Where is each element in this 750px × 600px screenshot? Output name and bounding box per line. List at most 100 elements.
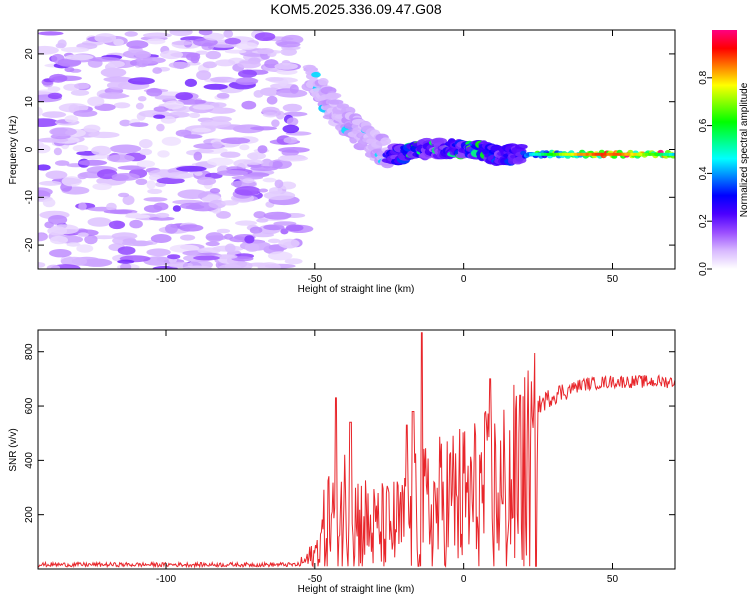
- spectrogram-noise-blob: [142, 32, 172, 39]
- spectrogram-noise-blob: [120, 263, 132, 269]
- snr-frame: [37, 329, 676, 570]
- spectrogram-noise-blob: [103, 76, 134, 83]
- spectrogram-core-cell: [603, 152, 607, 156]
- spectrogram-core-cell: [624, 152, 628, 156]
- spectrogram-x-tick-label: -50: [308, 274, 323, 285]
- spectrogram-noise-blob: [224, 243, 236, 253]
- spectrogram-noise-blob: [73, 109, 98, 117]
- spectrogram-core-cell: [606, 152, 610, 156]
- spectrogram-noise-blob: [88, 131, 120, 139]
- spectrogram-noise-blob: [129, 122, 149, 127]
- spectrogram-noise-blob: [50, 224, 79, 235]
- spectrogram-core-cell: [621, 152, 625, 156]
- spectrogram-noise-blob: [216, 211, 231, 219]
- spectrogram-noise-blob: [179, 224, 204, 232]
- spectrogram-noise-blob: [109, 144, 142, 154]
- spectrogram-noise-blob: [263, 224, 285, 231]
- spectrogram-noise-blob: [177, 189, 208, 199]
- spectrogram-ridge-cell: [431, 137, 448, 145]
- colorbar-tick-label: 0.0: [698, 262, 709, 276]
- spectrogram-noise-blob: [203, 83, 228, 90]
- spectrogram-noise-blob: [135, 56, 166, 64]
- spectrogram-ridge-cell: [317, 78, 329, 86]
- spectrogram-core-cell: [597, 152, 601, 156]
- spectrogram-noise-blob: [278, 238, 300, 249]
- spectrogram-noise-blob: [129, 219, 143, 229]
- spectrogram-noise-blob: [74, 82, 90, 90]
- spectrogram-noise-blob: [156, 123, 165, 132]
- spectrogram-noise-blob: [267, 251, 293, 261]
- spectrogram-y-tick-label: 10: [24, 96, 35, 108]
- spectrogram-noise-blob: [250, 126, 278, 131]
- spectrogram-noise-blob: [216, 92, 230, 99]
- spectrogram-noise-blob: [146, 248, 171, 257]
- spectrogram-core-cell: [561, 152, 566, 156]
- spectrogram-noise-blob: [242, 178, 255, 184]
- snr-x-tick-label: -50: [308, 574, 323, 585]
- spectrogram-noise-blob: [164, 172, 194, 179]
- spectrogram-core-cell: [582, 152, 586, 156]
- spectrogram-noise-blob: [220, 137, 251, 144]
- spectrogram-noise-blob: [257, 48, 274, 55]
- spectrogram-noise-blob: [282, 124, 300, 134]
- spectrogram-noise-blob: [205, 241, 220, 247]
- spectrogram-noise-blob: [216, 228, 231, 234]
- spectrogram-noise-blob: [278, 147, 310, 153]
- spectrogram-noise-blob: [38, 233, 48, 242]
- spectrogram-noise-blob: [42, 198, 56, 208]
- spectrogram-y-axis-label: Frequency (Hz): [8, 116, 19, 185]
- spectrogram-core-cell: [529, 152, 533, 156]
- spectrogram-noise-blob: [66, 242, 81, 247]
- spectrogram-noise-blob: [126, 40, 149, 49]
- spectrogram-noise-blob: [155, 212, 170, 219]
- spectrogram-core-cell: [651, 152, 655, 156]
- spectrogram-noise-blob: [207, 157, 234, 166]
- spectrogram-x-tick-label: 50: [607, 274, 619, 285]
- spectrogram-noise-blob: [38, 45, 59, 55]
- spectrogram-noise-blob: [205, 50, 221, 60]
- spectrogram-noise-blob: [168, 111, 190, 118]
- spectrogram-noise-blob: [60, 256, 88, 267]
- spectrogram-noise-blob: [274, 62, 299, 70]
- spectrogram-noise-blob: [272, 161, 283, 169]
- spectrogram-core-cell: [669, 152, 673, 156]
- spectrogram-noise-blob: [276, 41, 301, 48]
- spectrogram-core-cell: [615, 152, 619, 156]
- spectrogram-noise-blob: [254, 32, 276, 41]
- spectrogram-heatmap: [38, 30, 675, 269]
- spectrogram-core-cell: [600, 152, 604, 156]
- spectrogram-noise-blob: [76, 244, 94, 253]
- spectrogram-noise-blob: [157, 150, 170, 158]
- spectrogram-noise-blob: [117, 165, 146, 170]
- spectrogram-noise-blob: [188, 112, 201, 119]
- spectrogram-noise-blob: [216, 170, 249, 176]
- spectrogram-noise-blob: [41, 111, 67, 118]
- spectrogram-noise-blob: [61, 176, 82, 187]
- spectrogram-noise-blob: [111, 232, 138, 240]
- spectrogram-noise-blob: [229, 236, 248, 243]
- spectrogram-core-cell: [567, 152, 571, 156]
- spectrogram-noise-blob: [49, 73, 68, 83]
- spectrogram-core-cell: [564, 152, 569, 156]
- snr-x-axis-label: Height of straight line (km): [298, 584, 415, 595]
- spectrogram-noise-blob: [107, 60, 125, 68]
- spectrogram-noise-blob: [127, 77, 155, 85]
- spectrogram-core-cell: [654, 152, 658, 156]
- spectrogram-noise-blob: [135, 178, 148, 185]
- spectrogram-core-cell: [639, 152, 643, 156]
- spectrogram-noise-blob: [60, 46, 90, 53]
- spectrogram-noise-blob: [146, 87, 163, 97]
- spectrogram-core-cell: [609, 152, 613, 156]
- spectrogram-noise-blob: [153, 202, 169, 211]
- spectrogram-core-cell: [612, 152, 616, 156]
- spectrogram-noise-blob: [72, 144, 89, 152]
- spectrogram-noise-blob: [103, 209, 133, 214]
- spectrogram-x-tick-label: -100: [156, 274, 176, 285]
- spectrogram-core-cell: [627, 152, 631, 156]
- spectrogram-core-cell: [547, 152, 551, 156]
- spectrogram-noise-blob: [171, 41, 193, 46]
- spectrogram-noise-blob: [143, 197, 168, 202]
- spectrogram-noise-blob: [146, 38, 166, 45]
- spectrogram-noise-blob: [212, 141, 222, 149]
